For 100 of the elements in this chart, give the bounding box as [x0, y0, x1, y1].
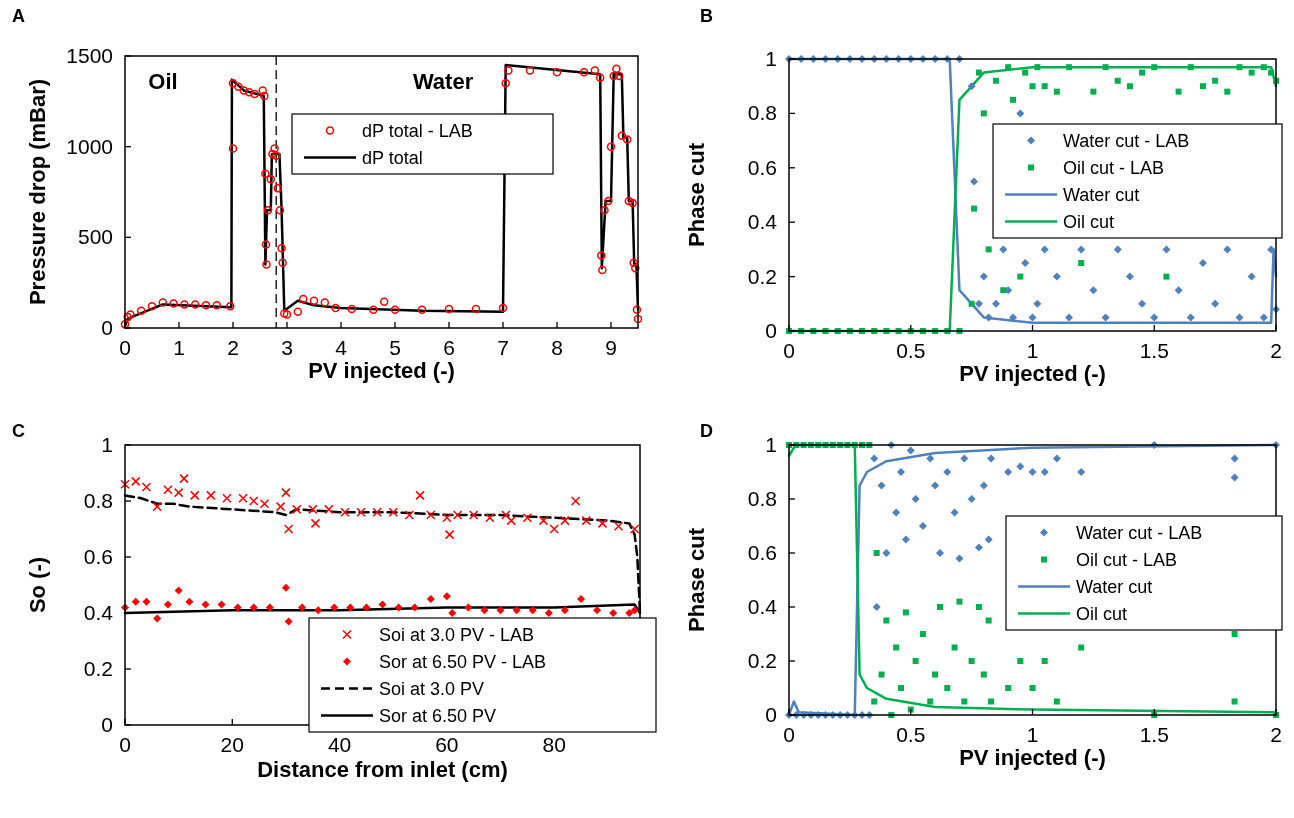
- x-tick-label: 6: [443, 336, 455, 359]
- point: [394, 603, 403, 612]
- chart-title: B: [700, 6, 713, 26]
- point: [979, 481, 988, 490]
- point: [308, 504, 318, 515]
- point: [464, 603, 473, 612]
- x-tick-label: 0.5: [896, 723, 926, 746]
- point: [1268, 69, 1275, 76]
- x-tick-label: 9: [605, 336, 617, 359]
- x-tick-label: 20: [220, 733, 244, 756]
- point: [1005, 64, 1012, 71]
- x-tick-label: 0: [119, 733, 131, 756]
- point: [932, 671, 939, 678]
- point: [979, 272, 988, 281]
- x-tick-label: 0: [783, 339, 795, 362]
- y-tick-label: 1: [101, 433, 113, 456]
- point: [222, 493, 232, 503]
- point: [1040, 468, 1049, 476]
- point: [1028, 313, 1037, 322]
- point: [314, 606, 323, 615]
- point: [1236, 64, 1243, 71]
- chart-title: D: [700, 421, 713, 441]
- point: [1113, 245, 1122, 254]
- y-tick-label: 0: [765, 703, 777, 726]
- x-tick-label: 2: [227, 336, 239, 359]
- point: [1078, 644, 1085, 651]
- point: [927, 698, 934, 705]
- point: [609, 609, 618, 617]
- legend-label: Water cut: [1076, 576, 1153, 597]
- x-tick-label: 0: [783, 723, 795, 746]
- point: [1187, 64, 1194, 71]
- point: [404, 510, 415, 520]
- legend-label: Water cut: [1063, 184, 1140, 205]
- point: [1230, 473, 1239, 482]
- legend-label: Sor at 6.50 PV: [379, 705, 497, 726]
- point: [340, 507, 350, 517]
- point: [935, 549, 944, 557]
- point: [1029, 83, 1036, 90]
- point: [179, 473, 189, 484]
- point: [496, 606, 505, 615]
- point: [426, 510, 436, 520]
- point: [298, 603, 307, 612]
- point: [629, 524, 640, 534]
- x-tick-label: 60: [435, 733, 459, 756]
- point: [141, 482, 152, 492]
- point: [1248, 69, 1255, 76]
- point: [870, 454, 879, 463]
- point: [544, 609, 553, 617]
- point: [217, 600, 226, 609]
- point: [878, 671, 885, 678]
- point: [130, 476, 141, 487]
- point: [506, 515, 516, 526]
- point: [984, 313, 993, 322]
- point: [1010, 96, 1017, 103]
- point: [975, 69, 982, 76]
- point: [987, 454, 996, 463]
- x-tick-label: 5: [389, 336, 401, 359]
- point: [415, 490, 425, 501]
- point: [967, 82, 976, 91]
- point: [1028, 468, 1037, 476]
- point: [975, 604, 982, 610]
- point: [918, 522, 927, 530]
- point: [1211, 299, 1220, 308]
- point: [281, 487, 291, 498]
- point: [259, 499, 270, 509]
- point: [1077, 245, 1086, 254]
- y-tick-label: 0.6: [747, 155, 777, 179]
- point: [324, 504, 334, 515]
- point: [967, 495, 976, 503]
- point: [956, 598, 963, 605]
- point: [330, 603, 339, 612]
- point: [501, 510, 511, 520]
- point: [1022, 69, 1029, 76]
- point: [152, 501, 162, 512]
- point: [346, 603, 355, 612]
- point: [388, 507, 398, 517]
- x-tick-label: 1.5: [1139, 723, 1169, 746]
- x-tick-label: 1: [1026, 339, 1039, 362]
- point: [893, 644, 900, 651]
- point: [310, 518, 321, 529]
- y-tick-label: 500: [77, 225, 113, 249]
- point: [163, 485, 173, 495]
- point: [1235, 313, 1244, 322]
- y-tick-label: 0.4: [747, 210, 778, 234]
- point: [378, 600, 387, 609]
- point: [980, 671, 987, 678]
- point: [444, 529, 455, 540]
- point: [1102, 64, 1109, 71]
- annotation: Water: [412, 68, 474, 94]
- point: [538, 515, 549, 526]
- point: [206, 490, 216, 501]
- point: [1016, 109, 1025, 118]
- point: [991, 299, 1000, 308]
- point: [974, 299, 983, 308]
- point: [265, 603, 274, 612]
- point: [1029, 685, 1036, 691]
- point: [522, 513, 533, 523]
- legend-label: Oil cut: [1076, 603, 1128, 624]
- point: [201, 600, 210, 609]
- point: [1125, 272, 1134, 281]
